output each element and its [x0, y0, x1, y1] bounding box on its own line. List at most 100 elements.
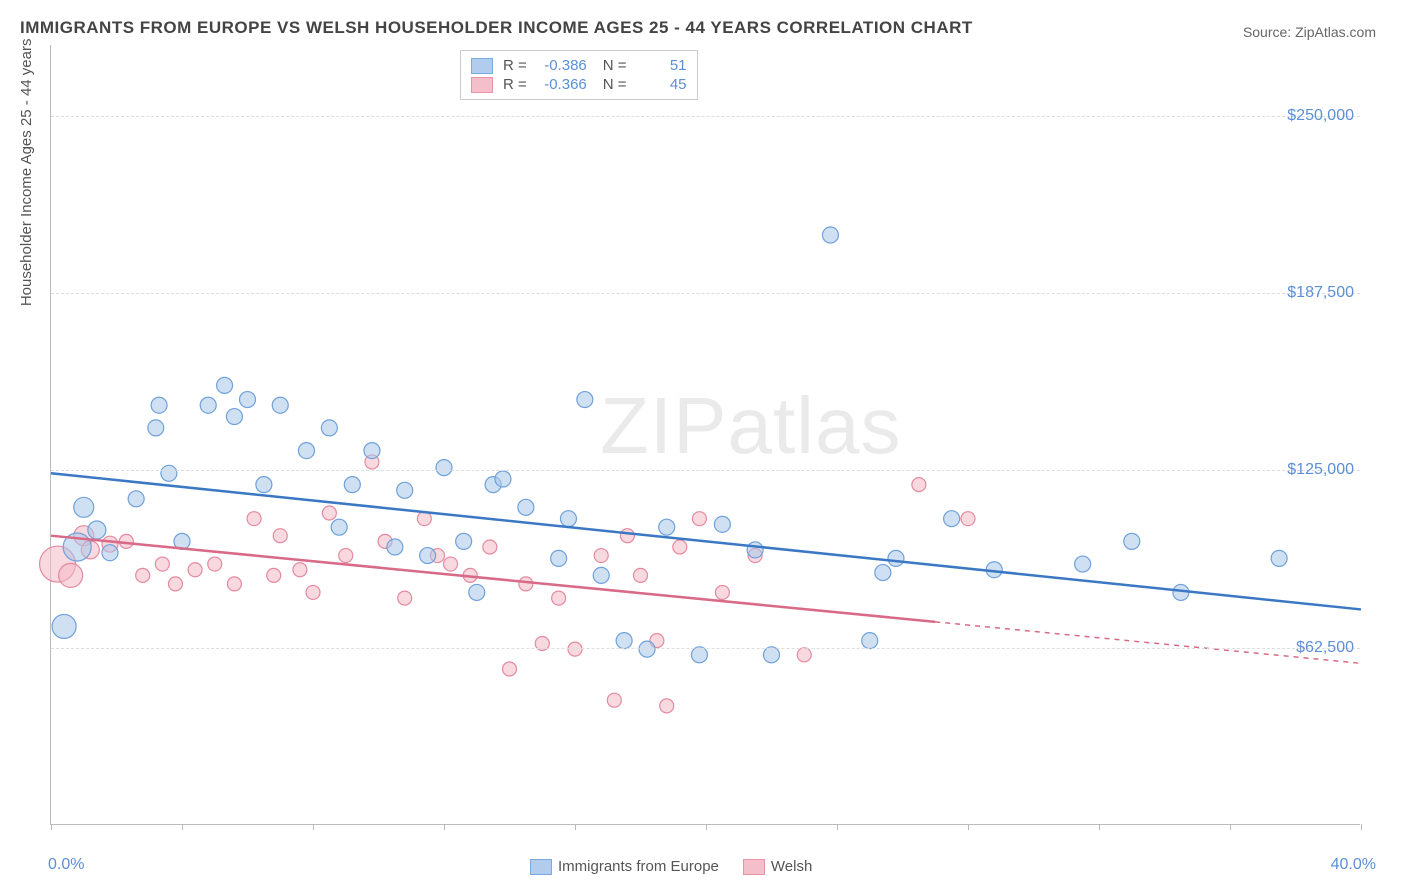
data-point-europe [1124, 533, 1140, 549]
data-point-welsh [227, 577, 241, 591]
plot-area: $62,500$125,000$187,500$250,000 [50, 45, 1360, 825]
data-point-europe [456, 533, 472, 549]
chart-title: IMMIGRANTS FROM EUROPE VS WELSH HOUSEHOL… [20, 18, 973, 38]
data-point-welsh [692, 512, 706, 526]
x-tick [51, 824, 52, 830]
y-tick-label: $62,500 [1296, 639, 1354, 657]
legend-label-europe: Immigrants from Europe [558, 858, 719, 875]
data-point-europe [272, 397, 288, 413]
legend-row-welsh: R =-0.366N =45 [471, 75, 687, 94]
source-prefix: Source: [1243, 24, 1295, 40]
gridline [51, 648, 1360, 649]
data-point-europe [364, 443, 380, 459]
x-tick [968, 824, 969, 830]
data-point-europe [74, 497, 94, 517]
legend-n-label: N = [603, 57, 627, 74]
data-point-europe [560, 511, 576, 527]
data-point-welsh [607, 693, 621, 707]
legend-swatch-europe [530, 859, 552, 875]
data-point-welsh [552, 591, 566, 605]
trend-line-europe [51, 473, 1361, 609]
data-point-europe [88, 521, 106, 539]
data-point-welsh [267, 568, 281, 582]
data-point-welsh [797, 648, 811, 662]
x-tick [313, 824, 314, 830]
data-point-europe [469, 584, 485, 600]
data-point-welsh [961, 512, 975, 526]
data-point-welsh [398, 591, 412, 605]
legend-r-label: R = [503, 57, 527, 74]
data-point-europe [161, 465, 177, 481]
data-point-welsh [594, 549, 608, 563]
data-point-welsh [568, 642, 582, 656]
data-point-europe [593, 567, 609, 583]
legend-item-welsh: Welsh [743, 858, 812, 875]
data-point-welsh [673, 540, 687, 554]
data-point-welsh [483, 540, 497, 554]
data-point-europe [577, 392, 593, 408]
y-tick-label: $250,000 [1287, 107, 1354, 125]
data-point-welsh [208, 557, 222, 571]
data-point-europe [200, 397, 216, 413]
data-point-europe [397, 482, 413, 498]
data-point-europe [639, 641, 655, 657]
data-point-welsh [444, 557, 458, 571]
source-link[interactable]: ZipAtlas.com [1295, 24, 1376, 40]
data-point-europe [659, 519, 675, 535]
gridline [51, 293, 1360, 294]
data-point-welsh [136, 568, 150, 582]
data-point-europe [240, 392, 256, 408]
data-point-europe [321, 420, 337, 436]
correlation-legend: R =-0.386N =51R =-0.366N =45 [460, 50, 698, 100]
data-point-europe [128, 491, 144, 507]
data-point-europe [148, 420, 164, 436]
data-point-europe [217, 377, 233, 393]
x-tick [1361, 824, 1362, 830]
data-point-europe [226, 409, 242, 425]
data-point-europe [714, 516, 730, 532]
data-point-welsh [168, 577, 182, 591]
data-point-welsh [912, 478, 926, 492]
data-point-welsh [59, 563, 83, 587]
data-point-europe [551, 550, 567, 566]
legend-swatch-welsh [743, 859, 765, 875]
data-point-europe [298, 443, 314, 459]
x-tick [837, 824, 838, 830]
legend-r-label: R = [503, 76, 527, 93]
data-point-europe [875, 565, 891, 581]
gridline [51, 470, 1360, 471]
data-point-europe [691, 647, 707, 663]
data-point-welsh [155, 557, 169, 571]
legend-swatch-europe [471, 58, 493, 74]
data-point-europe [1075, 556, 1091, 572]
x-tick [444, 824, 445, 830]
series-legend: Immigrants from Europe Welsh [530, 858, 812, 875]
legend-label-welsh: Welsh [771, 858, 812, 875]
x-tick [1230, 824, 1231, 830]
data-point-welsh [247, 512, 261, 526]
y-tick-label: $125,000 [1287, 461, 1354, 479]
data-point-welsh [306, 585, 320, 599]
data-point-europe [764, 647, 780, 663]
data-point-europe [102, 545, 118, 561]
data-point-welsh [293, 563, 307, 577]
legend-swatch-welsh [471, 77, 493, 93]
legend-r-value-welsh: -0.366 [533, 76, 587, 93]
data-point-europe [495, 471, 511, 487]
data-point-europe [822, 227, 838, 243]
y-axis-label: Householder Income Ages 25 - 44 years [18, 39, 35, 307]
data-point-europe [331, 519, 347, 535]
data-point-europe [1271, 550, 1287, 566]
x-tick [575, 824, 576, 830]
data-point-europe [862, 633, 878, 649]
data-point-europe [420, 548, 436, 564]
data-point-welsh [503, 662, 517, 676]
x-tick [1099, 824, 1100, 830]
data-point-europe [888, 550, 904, 566]
data-point-welsh [273, 529, 287, 543]
data-point-europe [387, 539, 403, 555]
data-point-europe [518, 499, 534, 515]
data-point-welsh [634, 568, 648, 582]
x-tick [706, 824, 707, 830]
data-point-europe [944, 511, 960, 527]
